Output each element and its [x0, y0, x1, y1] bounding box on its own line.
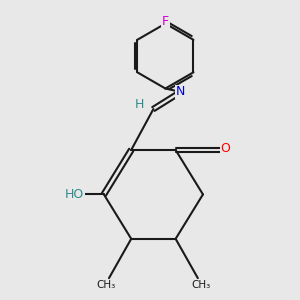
Text: CH₃: CH₃	[192, 280, 211, 290]
Text: CH₃: CH₃	[96, 280, 115, 290]
Text: N: N	[176, 85, 185, 98]
Text: H: H	[134, 98, 144, 111]
Text: HO: HO	[65, 188, 85, 201]
Text: O: O	[220, 142, 230, 155]
Text: F: F	[162, 15, 169, 28]
